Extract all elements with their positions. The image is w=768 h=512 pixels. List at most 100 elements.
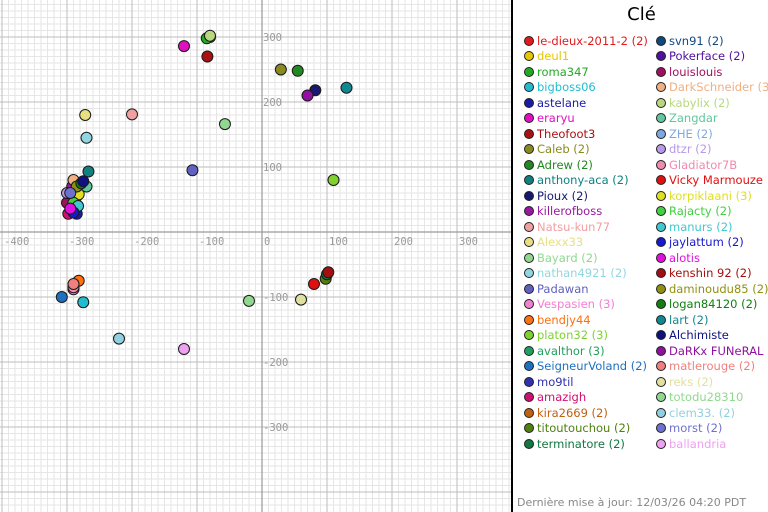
legend-item: totodu28310 bbox=[656, 390, 768, 405]
legend-item: lart (2) bbox=[656, 312, 768, 327]
legend-marker bbox=[524, 299, 534, 309]
legend-label: Zangdar bbox=[669, 111, 718, 125]
legend-item: ballandria bbox=[656, 436, 768, 451]
legend-label: jaylattum (2) bbox=[669, 235, 744, 249]
legend-label: Pokerface (2) bbox=[669, 49, 746, 63]
legend-item: Alchimiste bbox=[656, 328, 768, 343]
legend-marker bbox=[656, 144, 666, 154]
legend-label: anthony-aca (2) bbox=[537, 173, 629, 187]
legend-item: korpiklaani (3) bbox=[656, 188, 768, 203]
data-point bbox=[274, 63, 287, 76]
scatter-plot: -400-300-200-100010020030040040030020010… bbox=[0, 0, 513, 512]
legend-label: dtzr (2) bbox=[669, 142, 712, 156]
x-tick-label: -300 bbox=[69, 236, 94, 248]
data-point bbox=[301, 89, 314, 102]
legend-label: clem33. (2) bbox=[669, 405, 736, 420]
legend-marker bbox=[524, 392, 534, 402]
legend-label: Natsu-kun77 bbox=[537, 219, 611, 234]
legend-label: terminatore (2) bbox=[537, 436, 625, 451]
legend-item: platon32 (3) bbox=[524, 328, 654, 343]
y-tick-label: -200 bbox=[263, 357, 288, 369]
legend-label: louislouis bbox=[669, 64, 723, 79]
legend-marker bbox=[524, 221, 534, 232]
legend-item: avalthor (3) bbox=[524, 343, 654, 358]
data-point bbox=[113, 332, 125, 345]
legend-marker bbox=[524, 35, 534, 46]
legend-item: daminoudu85 (2) bbox=[656, 281, 768, 296]
data-point bbox=[340, 81, 353, 94]
legend-label: avalthor (3) bbox=[537, 343, 605, 358]
legend-marker bbox=[656, 423, 666, 433]
legend-item: kenshin 92 (2) bbox=[656, 266, 768, 281]
legend-label: mo9til bbox=[537, 374, 574, 389]
y-tick-label: -100 bbox=[263, 292, 288, 304]
legend-marker bbox=[524, 423, 534, 433]
legend-label: titoutouchou (2) bbox=[537, 421, 631, 435]
axes bbox=[0, 0, 511, 512]
legend-item: alotis bbox=[656, 250, 768, 265]
legend-marker bbox=[656, 113, 666, 123]
legend-marker bbox=[524, 237, 534, 247]
legend-item: bendjy44 bbox=[524, 312, 654, 327]
legend-label: Rajacty (2) bbox=[669, 204, 732, 218]
data-point bbox=[64, 187, 77, 199]
legend-marker bbox=[656, 128, 666, 139]
data-points bbox=[55, 29, 353, 355]
plot-svg: -400-300-200-100010020030040040030020010… bbox=[0, 0, 511, 512]
data-point bbox=[186, 164, 199, 177]
x-tick-label: 0 bbox=[264, 236, 270, 248]
legend-marker bbox=[656, 51, 666, 61]
legend-item: kabylix (2) bbox=[656, 95, 768, 110]
legend-item: Padawan bbox=[524, 281, 654, 296]
tick-labels: -400-300-200-100010020030040040030020010… bbox=[4, 32, 478, 434]
legend-item: Caleb (2) bbox=[524, 142, 654, 157]
data-point bbox=[243, 294, 255, 307]
data-point bbox=[322, 266, 335, 279]
legend-item: anthony-aca (2) bbox=[524, 173, 654, 188]
data-point bbox=[77, 296, 90, 309]
legend-item: SeigneurVoland (2) bbox=[524, 359, 654, 374]
y-tick-label: 100 bbox=[263, 162, 282, 174]
legend-item: Alexx33 bbox=[524, 235, 654, 250]
legend-item: Zangdar bbox=[656, 111, 768, 126]
legend-marker bbox=[524, 206, 534, 216]
legend-item: jaylattum (2) bbox=[656, 235, 768, 250]
legend-item: titoutouchou (2) bbox=[524, 421, 654, 436]
legend-label: killerofboss bbox=[537, 204, 603, 218]
legend-marker bbox=[524, 82, 534, 92]
legend-label: Gladiator7B bbox=[669, 157, 738, 172]
x-tick-label: -200 bbox=[134, 236, 159, 248]
legend-marker bbox=[656, 330, 666, 340]
legend-item: mo9til bbox=[524, 374, 654, 389]
legend-label: Alexx33 bbox=[537, 235, 584, 249]
y-tick-label: 300 bbox=[263, 32, 282, 44]
data-point bbox=[178, 343, 190, 355]
legend-label: DaRKx FUNeRAL bbox=[669, 343, 764, 358]
legend-label: daminoudu85 (2) bbox=[669, 281, 768, 296]
legend-item: clem33. (2) bbox=[656, 405, 768, 420]
legend-item: Vespasien (3) bbox=[524, 297, 654, 312]
legend-label: DarkSchneider (3) bbox=[669, 80, 768, 94]
legend-item: dtzr (2) bbox=[656, 142, 768, 157]
legend-label: le-dieux-2011-2 (2) bbox=[537, 33, 648, 48]
legend-marker bbox=[656, 345, 666, 356]
legend-label: svn91 (2) bbox=[669, 33, 724, 48]
legend-marker bbox=[656, 175, 666, 185]
legend-label: Padawan bbox=[537, 281, 589, 296]
legend-marker bbox=[656, 190, 666, 201]
x-tick-label: -400 bbox=[4, 236, 29, 248]
data-point bbox=[201, 50, 214, 63]
legend-label: platon32 (3) bbox=[537, 328, 608, 342]
legend-item: kira2669 (2) bbox=[524, 405, 654, 420]
legend-marker bbox=[524, 51, 534, 61]
legend-item: Rajacty (2) bbox=[656, 204, 768, 219]
legend-marker bbox=[656, 283, 666, 294]
legend-label: bigboss06 bbox=[537, 80, 596, 94]
legend-label: Bayard (2) bbox=[537, 250, 598, 265]
legend-item: terminatore (2) bbox=[524, 436, 654, 451]
legend-marker bbox=[656, 376, 666, 387]
legend-label: eraryu bbox=[537, 111, 575, 125]
legend-marker bbox=[656, 206, 666, 216]
legend-label: alotis bbox=[669, 250, 700, 265]
legend-marker bbox=[524, 144, 534, 154]
